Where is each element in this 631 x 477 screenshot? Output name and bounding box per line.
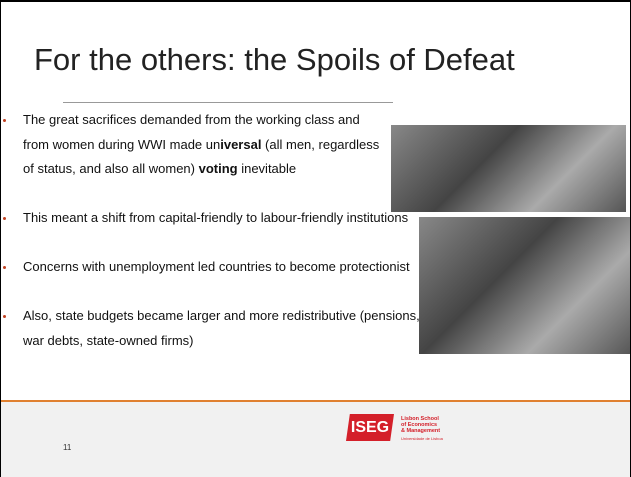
title-rule [63, 102, 393, 103]
bullet-marker [3, 315, 6, 318]
text-run: Concerns with unemployment led countries… [23, 259, 410, 274]
bold-run: iversal [220, 137, 261, 152]
photo-crowd [391, 125, 626, 212]
slide-title: For the others: the Spoils of Defeat [34, 42, 515, 78]
page-number: 11 [63, 443, 71, 452]
bullet-marker [3, 119, 6, 122]
logo-line: & Management [401, 428, 440, 434]
logo-mark: ISEG [346, 414, 394, 441]
logo-subline: Universidade de Lisboa [401, 436, 443, 441]
bullet-marker [3, 266, 6, 269]
photo-parade [419, 217, 631, 354]
text-run: Also, state budgets became larger and mo… [23, 308, 420, 348]
text-run: This meant a shift from capital-friendly… [23, 210, 408, 225]
footer [1, 400, 631, 477]
bullet-marker [3, 217, 6, 220]
bullet-text: Also, state budgets became larger and mo… [23, 304, 443, 353]
slide: For the others: the Spoils of Defeat 11 … [0, 0, 631, 477]
bold-run: voting [199, 161, 238, 176]
text-run: inevitable [238, 161, 297, 176]
bullet-text: The great sacrifices demanded from the w… [23, 108, 388, 182]
bullet-text: Concerns with unemployment led countries… [23, 255, 413, 280]
bullet-text: This meant a shift from capital-friendly… [23, 206, 418, 231]
